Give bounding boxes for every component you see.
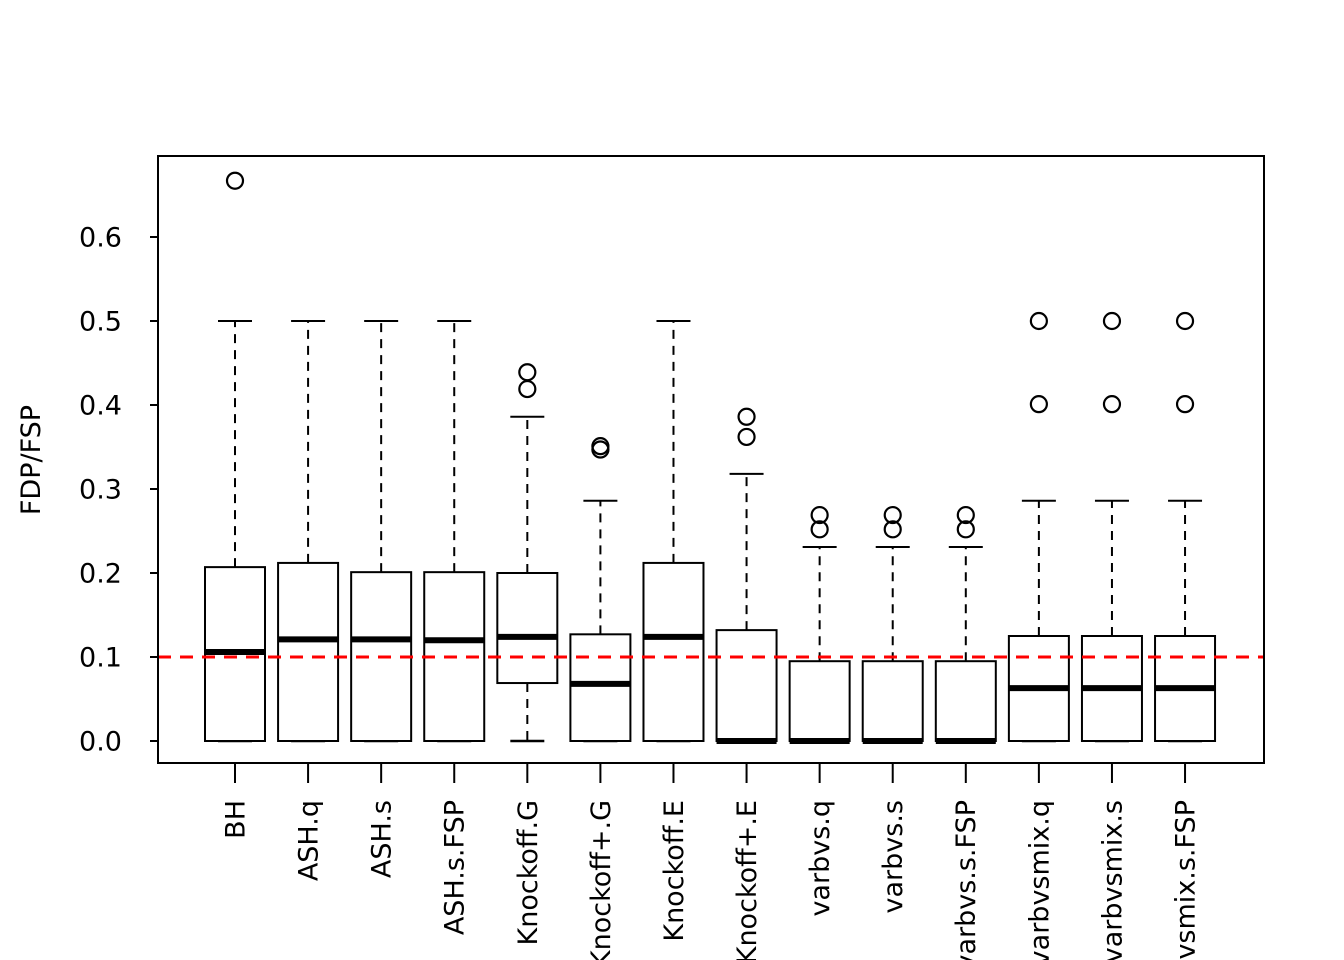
y-axis-title: FDP/FSP [16, 405, 47, 515]
iqr-box [496, 572, 559, 685]
outlier-point [1102, 311, 1122, 331]
outlier-point [810, 505, 829, 525]
boxplot-Knockoff+.E [715, 407, 778, 744]
outlier-point [1175, 311, 1195, 331]
y-tick-label: 0.6 [79, 222, 122, 253]
boxplot-BH [204, 171, 266, 743]
boxplot-Knockoff+.G [569, 437, 632, 743]
outlier-point [1029, 311, 1048, 331]
x-tick-label: Knockoff.G [513, 800, 544, 945]
outlier-point [956, 505, 975, 525]
x-tick-label: varbvsmix.s [1097, 800, 1128, 960]
outlier-point [1102, 395, 1122, 414]
x-tick-label: varbvs.s.FSP [951, 800, 982, 960]
x-tick-label: BH [220, 800, 251, 839]
iqr-box [642, 561, 705, 742]
boxplot-varbvs.s [861, 505, 924, 744]
x-tick-label: Knockoff+.G [586, 800, 617, 960]
iqr-box [569, 633, 632, 743]
boxplot-Knockoff.G [496, 363, 559, 743]
iqr-box [861, 660, 924, 743]
y-tick-label: 0.1 [79, 642, 122, 673]
plot-area-border [157, 155, 1265, 764]
boxplot-ASH.q [277, 320, 340, 743]
x-tick-label: varbvs.q [805, 800, 836, 917]
outlier-point [1175, 395, 1195, 414]
y-tick-label: 0.0 [79, 726, 122, 757]
x-tick-label: Knockoff.E [659, 800, 690, 942]
x-tick-label: ASH.s.FSP [440, 800, 471, 935]
x-tick-label: varbvsmix.s.FSP [1170, 800, 1201, 960]
y-tick-label: 0.2 [79, 558, 122, 589]
boxplot-varbvsmix.s.FSP [1154, 311, 1217, 743]
outlier-point [883, 520, 902, 539]
outlier-point [518, 363, 537, 382]
x-axis: BH ASH.q ASH.s ASH.s.FSP Knockoff.G Knockoff+… [220, 763, 1201, 960]
boxplot-Knockoff.E [642, 320, 705, 743]
boxplot-varbvsmix.q [1007, 311, 1070, 743]
iqr-box [277, 561, 340, 742]
outlier-point [810, 520, 829, 539]
outlier-point [883, 505, 902, 525]
outlier-point [225, 171, 245, 190]
iqr-box [715, 629, 778, 742]
outlier-point [591, 437, 610, 456]
y-axis: 0.0 0.1 0.2 0.3 0.4 0.5 0.6 [79, 222, 158, 757]
y-tick-label: 0.4 [79, 390, 122, 421]
x-tick-label: ASH.q [294, 800, 325, 881]
iqr-box [788, 660, 851, 743]
boxplot-varbvsmix.s [1080, 311, 1143, 743]
x-tick-label: varbvs.s [878, 800, 909, 913]
outlier-point [737, 427, 756, 447]
x-tick-label: Knockoff+.E [732, 800, 763, 960]
x-tick-label: ASH.s [367, 800, 398, 878]
outlier-point [956, 520, 975, 539]
y-tick-label: 0.5 [79, 306, 122, 337]
x-tick-label: varbvsmix.q [1024, 800, 1055, 960]
boxplot-varbvs.q [788, 505, 851, 744]
iqr-box [934, 660, 997, 743]
boxplot-varbvs.s.FSP [934, 505, 997, 744]
outlier-point [1029, 395, 1048, 414]
y-tick-label: 0.3 [79, 474, 122, 505]
outlier-point [737, 407, 756, 426]
